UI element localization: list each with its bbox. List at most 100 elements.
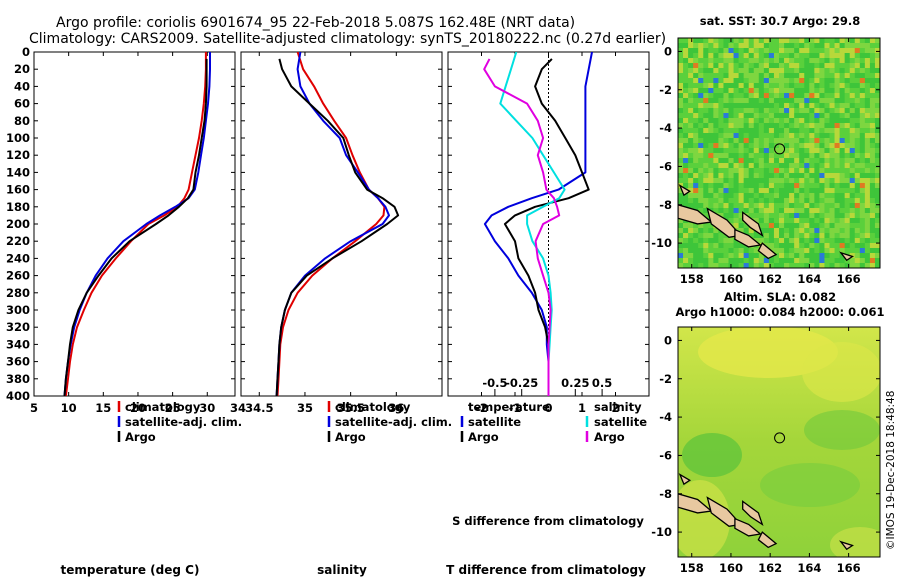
sst-cell [683,128,689,134]
sst-cell [738,123,745,129]
sst-cell [779,203,785,209]
sst-cell [814,153,820,159]
sst-cell [789,168,795,174]
sst-cell [844,53,851,59]
x-tick-label: 160 [719,561,743,575]
sst-cell [819,183,825,189]
sst-cell [693,113,699,119]
sst-cell [854,233,861,239]
sst-cell [804,123,810,129]
sst-cell [779,108,785,114]
sst-cell [728,48,734,54]
sst-cell [834,113,840,119]
sst-cell [738,133,745,139]
sst-cell [824,123,830,129]
sst-cell [859,98,866,104]
sst-cell [779,38,785,44]
y-tick-label: -6 [659,448,672,462]
sst-cell [874,88,880,94]
sst-cell [849,58,856,64]
sst-cell [738,263,745,268]
sst-cell [779,183,785,189]
sst-cell [718,238,724,244]
sst-cell [844,158,851,164]
sst-cell [703,168,709,174]
sst-cell [763,108,770,114]
sst-cell [794,258,800,264]
x-tick-label: 34.5 [245,401,273,415]
sst-cell [814,203,820,209]
sst-cell [809,243,815,249]
sst-cell [869,158,876,164]
sst-cell [688,198,694,204]
sst-cell [763,258,770,264]
sst-cell [748,198,755,204]
sst-cell [824,58,830,64]
sst-cell [763,53,770,59]
sst-cell [728,138,734,144]
sst-cell [698,53,704,59]
sst-cell [854,48,861,54]
sst-cell [819,168,825,174]
legend-label-argo: Argo [125,430,156,444]
sst-cell [874,83,880,89]
sst-cell [698,193,704,199]
sst-cell [698,48,704,54]
sst-cell [819,178,825,184]
sst-cell [718,78,724,84]
sst-cell [799,148,805,154]
sst-cell [713,253,719,259]
sst-cell [758,63,765,69]
sst-cell [683,93,689,99]
sst-cell [698,123,704,129]
sst-cell [789,178,795,184]
sst-cell [844,123,851,129]
sst-cell [718,43,724,49]
sst-cell [733,43,739,49]
sst-cell [779,233,785,239]
sst-cell [849,163,856,169]
sst-cell [874,38,880,44]
sst-cell [869,153,876,159]
sst-cell [829,128,835,134]
sst-cell [819,108,825,114]
sst-cell [874,58,880,64]
sst-cell [708,133,714,139]
sst-cell [869,243,876,249]
sst-cell [824,108,830,114]
sst-cell [814,138,820,144]
sst-cell [844,238,851,244]
sst-cell [703,68,709,74]
sst-cell [728,173,734,179]
sst-cell [849,213,856,219]
sst-cell [819,103,825,109]
sst-cell [809,263,815,268]
sst-cell [794,133,800,139]
sst-cell [733,113,739,119]
sst-cell [824,98,830,104]
sst-cell [859,58,866,64]
sst-cell [794,88,800,94]
sst-cell [869,38,876,44]
sst-cell [773,108,780,114]
sst-cell [683,83,689,89]
sst-cell [839,178,846,184]
sst-cell [768,138,775,144]
sst-cell [703,73,709,79]
x-tick-label: 166 [837,272,861,286]
sst-cell [854,238,861,244]
sst-cell [713,88,719,94]
sst-cell [864,128,871,134]
sst-cell [718,213,724,219]
sst-cell [698,58,704,64]
sst-cell [698,238,704,244]
sst-cell [799,58,805,64]
sst-cell [703,198,709,204]
sst-cell [854,223,861,229]
sst-cell [723,78,729,84]
sst-cell [874,218,880,224]
sst-cell [688,163,694,169]
sst-cell [713,138,719,144]
sst-cell [768,243,775,249]
sst-cell [854,58,861,64]
